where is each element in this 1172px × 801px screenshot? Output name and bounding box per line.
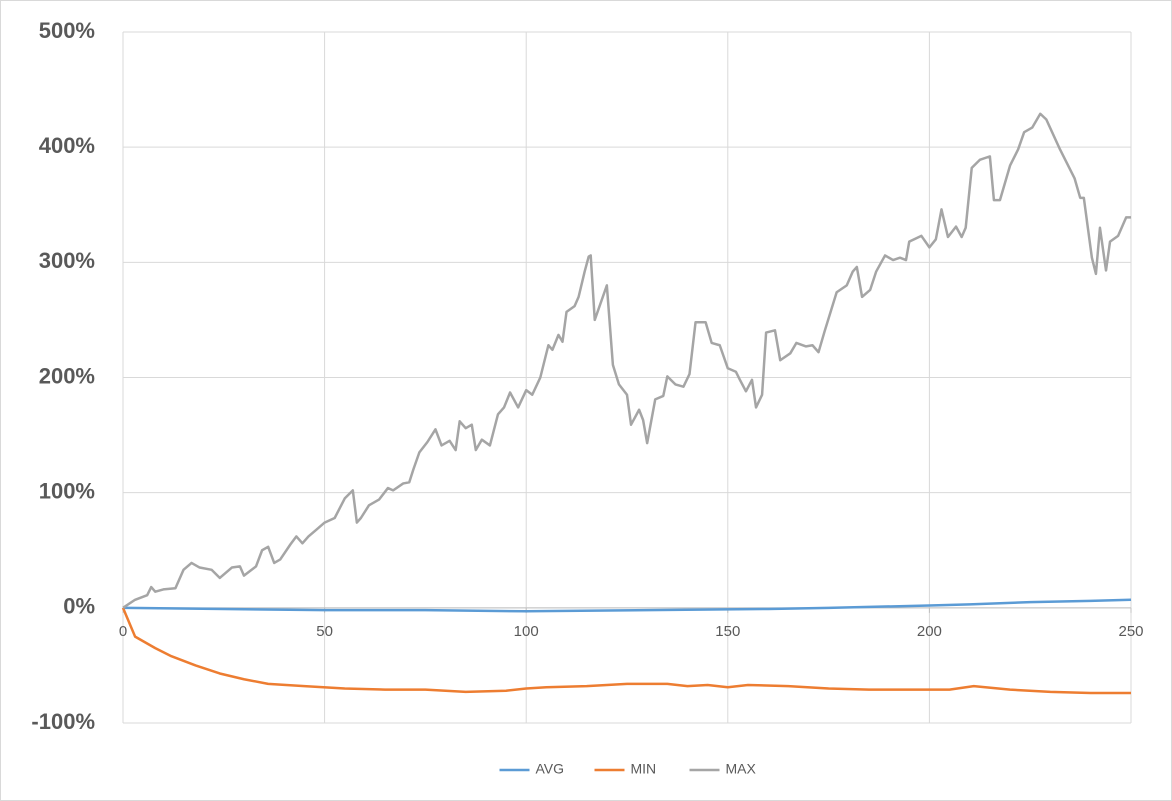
line (121, 607, 1131, 695)
line (122, 598, 1132, 613)
labels: -100% 0% 100% 200% 300% 400% 500% 0 50 100 150 200 2… (31, 18, 1143, 777)
grid (122, 31, 1132, 724)
y-tick-label: -100% (31, 709, 95, 734)
plot (121, 112, 1132, 695)
y-tick-label: 0% (63, 594, 95, 619)
y-tick-label: 400% (39, 133, 95, 158)
y-tick-label: 300% (39, 248, 95, 273)
x-tick-label: 0 (119, 623, 127, 640)
x-tick-label: 200 (917, 623, 942, 640)
x-tick-label: 50 (316, 623, 333, 640)
x-tick-label: 250 (1118, 623, 1143, 640)
y-tick-label: 200% (39, 363, 95, 388)
x-tick-label: 100 (514, 623, 539, 640)
x-tick-label: 150 (715, 623, 740, 640)
y-tick-label: 100% (39, 478, 95, 503)
y-tick-label: 500% (39, 18, 95, 43)
line (122, 112, 1131, 609)
legend-label: MAX (726, 761, 757, 777)
legend-label: AVG (536, 761, 565, 777)
legend-label: MIN (631, 761, 657, 777)
